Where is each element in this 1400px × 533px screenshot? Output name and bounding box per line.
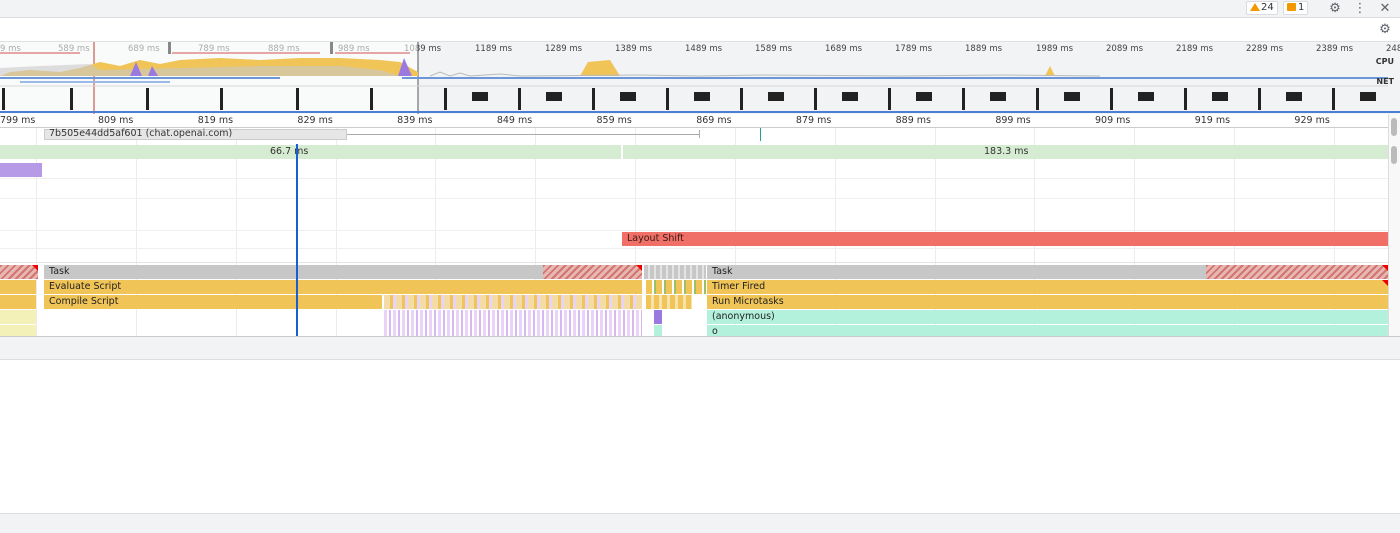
overview-tick-label: 2289 ms — [1246, 44, 1284, 54]
overview-tick-label: 1089 ms — [404, 44, 442, 54]
more-vert-icon[interactable]: ⋮ — [1353, 1, 1367, 16]
selection-marker — [296, 144, 298, 336]
overview-tick-label: 2189 ms — [1176, 44, 1214, 54]
details-panel-divider[interactable] — [0, 336, 1400, 360]
warnings-count: 24 — [1261, 2, 1274, 13]
overview-tick-label: 1389 ms — [615, 44, 653, 54]
long-task-hatch — [543, 265, 642, 279]
ruler-tick-label: 819 ms — [197, 115, 234, 126]
message-icon — [1287, 3, 1296, 11]
long-task-hatch — [1206, 265, 1388, 279]
overview-tick-label: 1989 ms — [1036, 44, 1074, 54]
task-fragments — [644, 265, 706, 279]
script-bar[interactable] — [0, 280, 36, 294]
call-stack-detail — [384, 310, 642, 336]
cpu-label: CPU — [1375, 57, 1394, 66]
capture-settings-gear-icon[interactable]: ⚙ — [1379, 22, 1391, 37]
interaction-block[interactable] — [0, 163, 42, 177]
ruler-tick-label: 909 ms — [1095, 115, 1131, 126]
ruler-tick-label: 799 ms — [0, 115, 36, 126]
net-label: NET — [1376, 77, 1394, 86]
evaluate-script-bar[interactable]: Evaluate Script — [44, 280, 642, 294]
network-request-bar[interactable] — [44, 129, 347, 140]
overview-tick-label: 1489 ms — [685, 44, 723, 54]
function-o-bar[interactable]: o — [707, 325, 1388, 336]
overview-graph — [0, 42, 1400, 114]
ruler-tick-label: 829 ms — [297, 115, 333, 126]
ruler-tick-label: 899 ms — [995, 115, 1031, 126]
compile-script-bar[interactable]: Compile Script — [44, 295, 382, 309]
ruler-tick-label: 919 ms — [1194, 115, 1231, 126]
messages-badge[interactable]: 1 — [1283, 1, 1309, 15]
overview-tick-label: 1189 ms — [475, 44, 513, 54]
long-task-hatch — [0, 265, 38, 279]
layout-shift-bar[interactable]: Layout Shift — [622, 232, 1388, 246]
devtools-toolbar: 24 1 ⚙ ⋮ ✕ — [0, 0, 1400, 18]
ruler-tick-label: 839 ms — [397, 115, 433, 126]
status-bar — [0, 513, 1400, 533]
overview-tick-label: 1589 ms — [755, 44, 793, 54]
flame-chart-scrollbar[interactable] — [1388, 114, 1400, 336]
flame-chart[interactable]: 7b505e44dd5af601 (chat.openai.com) 66.7 … — [0, 128, 1388, 336]
timer-fired-bar[interactable]: Timer Fired — [707, 280, 1388, 294]
settings-gear-icon[interactable]: ⚙ — [1329, 1, 1341, 16]
performance-toolbar: ⚙ — [0, 18, 1400, 42]
frame-bar[interactable] — [623, 145, 1388, 159]
frame-duration-label: 66.7 ms — [270, 146, 309, 157]
ruler-tick-label: 879 ms — [795, 115, 832, 126]
messages-count: 1 — [1298, 2, 1305, 13]
ruler-tick-label: 889 ms — [895, 115, 931, 126]
frame-bar[interactable] — [0, 145, 621, 159]
overview-tick-label: 1289 ms — [545, 44, 583, 54]
overview-tick-label: 248 — [1386, 44, 1400, 54]
close-icon[interactable]: ✕ — [1379, 1, 1391, 16]
run-microtasks-bar[interactable]: Run Microtasks — [707, 295, 1388, 309]
ruler-tick-label: 849 ms — [496, 115, 533, 126]
overview-tick-label: 1689 ms — [825, 44, 863, 54]
warning-icon — [1250, 3, 1260, 11]
overview-tick-label: 2089 ms — [1106, 44, 1144, 54]
frame-duration-label: 183.3 ms — [984, 146, 1029, 157]
overview-tick-label: 1889 ms — [965, 44, 1003, 54]
task-bar[interactable]: Task — [44, 265, 544, 279]
anonymous-function-bar[interactable]: (anonymous) — [707, 310, 1388, 324]
network-request-label: 7b505e44dd5af601 (chat.openai.com) — [49, 128, 233, 139]
warnings-badge[interactable]: 24 — [1246, 1, 1278, 15]
ruler-tick-label: 869 ms — [696, 115, 732, 126]
script-bar[interactable] — [0, 295, 36, 309]
details-panel — [0, 360, 1400, 513]
overview-tick-label: 1789 ms — [895, 44, 933, 54]
ruler-tick-label: 929 ms — [1294, 115, 1330, 126]
ruler-tick-label: 809 ms — [98, 115, 134, 126]
time-ruler: 799 ms 809 ms 819 ms 829 ms 839 ms 849 ms 859 … — [0, 114, 1400, 128]
ruler-tick-label: 859 ms — [596, 115, 632, 126]
call-stack-detail — [384, 295, 642, 309]
overview-tick-label: 2389 ms — [1316, 44, 1354, 54]
